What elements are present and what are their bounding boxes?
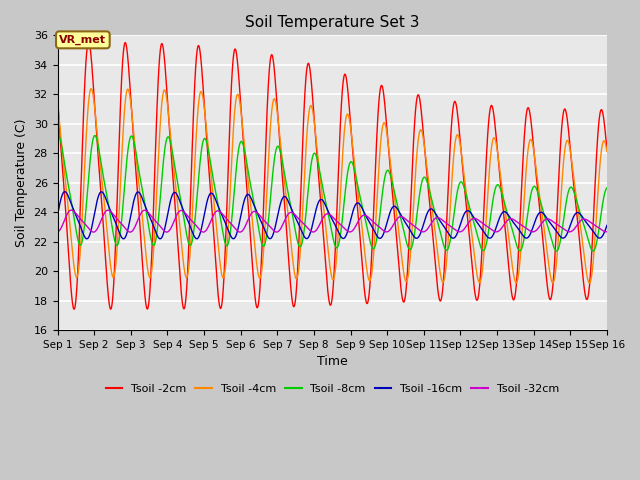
Tsoil -4cm <box>149 256 157 262</box>
Tsoil -16cm <box>534 213 541 219</box>
Tsoil -4cm <box>116 184 124 190</box>
Tsoil -2cm <box>116 100 124 106</box>
Tsoil -2cm <box>534 184 541 190</box>
Tsoil -32cm <box>534 227 541 232</box>
Tsoil -2cm <box>593 154 600 159</box>
Tsoil -16cm <box>603 223 611 228</box>
Tsoil -8cm <box>149 242 157 248</box>
Line: Tsoil -4cm: Tsoil -4cm <box>58 89 607 283</box>
Tsoil -16cm <box>593 233 600 239</box>
Line: Tsoil -16cm: Tsoil -16cm <box>58 192 607 239</box>
Tsoil -16cm <box>54 212 61 218</box>
Tsoil -4cm <box>593 212 600 218</box>
Tsoil -4cm <box>533 174 541 180</box>
Line: Tsoil -32cm: Tsoil -32cm <box>58 210 607 232</box>
Tsoil -32cm <box>265 222 273 228</box>
Tsoil -8cm <box>603 185 611 191</box>
Tsoil -4cm <box>264 158 272 164</box>
Tsoil -4cm <box>586 280 593 286</box>
Tsoil -2cm <box>265 78 273 84</box>
Tsoil -2cm <box>149 215 157 221</box>
Tsoil -16cm <box>83 236 91 241</box>
Tsoil -2cm <box>54 95 61 101</box>
Tsoil -4cm <box>88 86 95 92</box>
Tsoil -8cm <box>289 211 296 216</box>
Text: VR_met: VR_met <box>60 35 106 45</box>
Tsoil -16cm <box>61 189 68 194</box>
Title: Soil Temperature Set 3: Soil Temperature Set 3 <box>245 15 419 30</box>
Tsoil -32cm <box>54 229 61 235</box>
Tsoil -32cm <box>593 223 600 229</box>
Tsoil -32cm <box>68 207 76 213</box>
Line: Tsoil -2cm: Tsoil -2cm <box>58 42 607 309</box>
Tsoil -16cm <box>116 232 124 238</box>
X-axis label: Time: Time <box>317 355 348 369</box>
Tsoil -32cm <box>116 220 124 226</box>
Tsoil -4cm <box>289 252 296 258</box>
Tsoil -8cm <box>264 218 272 224</box>
Tsoil -32cm <box>289 210 296 216</box>
Tsoil -32cm <box>603 229 611 235</box>
Tsoil -2cm <box>603 147 611 153</box>
Tsoil -8cm <box>589 248 597 254</box>
Tsoil -2cm <box>85 39 93 45</box>
Tsoil -4cm <box>54 100 61 106</box>
Tsoil -16cm <box>149 222 157 228</box>
Tsoil -8cm <box>116 229 124 235</box>
Tsoil -8cm <box>533 188 541 193</box>
Tsoil -2cm <box>289 299 296 305</box>
Tsoil -8cm <box>54 132 62 138</box>
Line: Tsoil -8cm: Tsoil -8cm <box>58 135 607 251</box>
Y-axis label: Soil Temperature (C): Soil Temperature (C) <box>15 119 28 247</box>
Tsoil -16cm <box>265 235 273 240</box>
Tsoil -2cm <box>70 306 78 312</box>
Tsoil -32cm <box>149 216 157 221</box>
Tsoil -4cm <box>603 149 611 155</box>
Tsoil -16cm <box>289 208 296 214</box>
Tsoil -8cm <box>54 133 61 139</box>
Tsoil -32cm <box>90 229 97 235</box>
Tsoil -8cm <box>593 240 600 246</box>
Legend: Tsoil -2cm, Tsoil -4cm, Tsoil -8cm, Tsoil -16cm, Tsoil -32cm: Tsoil -2cm, Tsoil -4cm, Tsoil -8cm, Tsoi… <box>101 379 563 398</box>
